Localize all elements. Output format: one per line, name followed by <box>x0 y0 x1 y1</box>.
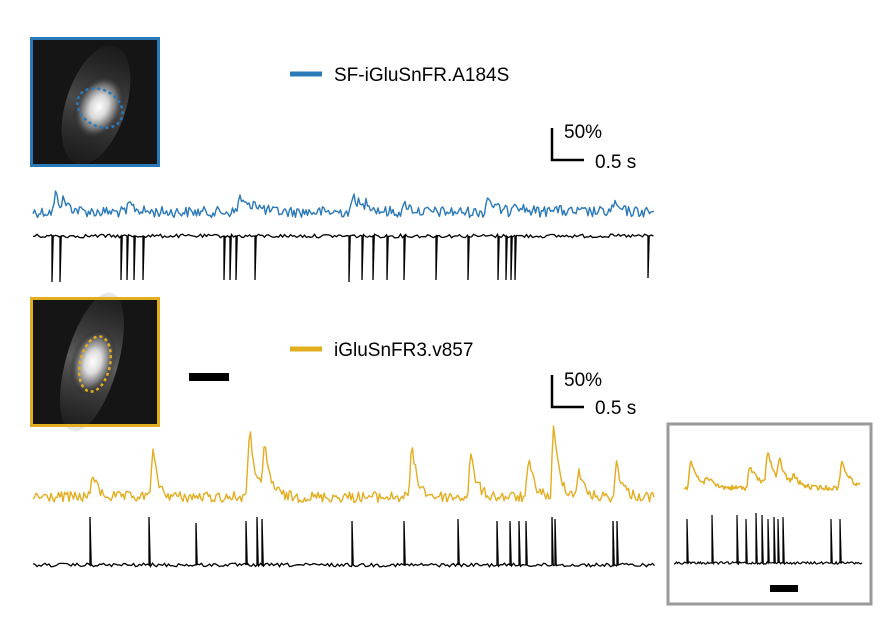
zoom-inset-frame <box>666 422 873 606</box>
top-electrophysiology-trace <box>32 232 654 283</box>
bottom-scale-amplitude-label: 50% <box>564 370 602 391</box>
top-legend-label: SF-iGluSnFR.A184S <box>334 65 509 86</box>
bottom-image-frame <box>30 297 160 427</box>
zoom-inset <box>666 422 873 606</box>
bottom-electrophysiology-trace <box>32 516 655 569</box>
bottom-scale-time-label: 0.5 s <box>595 398 636 419</box>
bottom-roi-ellipse <box>77 335 113 393</box>
top-scale-amplitude-label: 50% <box>564 122 602 143</box>
top-microscopy-image <box>30 37 160 167</box>
top-roi-ellipse <box>76 87 124 129</box>
zoom-inset-time-scale-bar <box>770 585 798 592</box>
image-scale-bar <box>189 373 229 381</box>
bottom-legend: iGluSnFR3.v857 <box>290 340 473 361</box>
bottom-fluorescence-trace <box>32 425 655 503</box>
zoom-inset-fluorescence-trace <box>683 452 861 492</box>
bottom-scale-bar: 50% 0.5 s <box>550 370 636 419</box>
bottom-legend-label: iGluSnFR3.v857 <box>334 340 473 361</box>
bottom-microscopy-image <box>30 292 160 432</box>
top-scale-bar: 50% 0.5 s <box>550 122 636 173</box>
top-fluorescence-trace <box>32 190 655 219</box>
zoom-inset-electrophysiology-trace <box>673 512 863 566</box>
bottom-panel: iGluSnFR3.v857 50% 0.5 s <box>30 292 873 606</box>
top-legend: SF-iGluSnFR.A184S <box>290 65 509 86</box>
top-scale-time-label: 0.5 s <box>595 152 636 173</box>
top-image-frame <box>30 37 160 167</box>
top-panel: SF-iGluSnFR.A184S 50% 0.5 s <box>30 37 655 283</box>
